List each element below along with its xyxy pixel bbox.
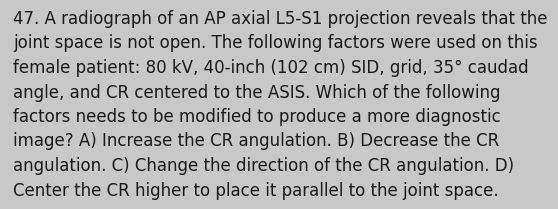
Text: angulation. C) Change the direction of the CR angulation. D): angulation. C) Change the direction of t… (13, 157, 514, 175)
Text: Center the CR higher to place it parallel to the joint space.: Center the CR higher to place it paralle… (13, 181, 499, 200)
Text: joint space is not open. The following factors were used on this: joint space is not open. The following f… (13, 34, 537, 52)
Text: image? A) Increase the CR angulation. B) Decrease the CR: image? A) Increase the CR angulation. B)… (13, 133, 499, 150)
Text: angle, and CR centered to the ASIS. Which of the following: angle, and CR centered to the ASIS. Whic… (13, 84, 501, 102)
Text: factors needs to be modified to produce a more diagnostic: factors needs to be modified to produce … (13, 108, 501, 126)
Text: 47. A radiograph of an AP axial L5-S1 projection reveals that the: 47. A radiograph of an AP axial L5-S1 pr… (13, 10, 547, 28)
Text: female patient: 80 kV, 40-inch (102 cm) SID, grid, 35° caudad: female patient: 80 kV, 40-inch (102 cm) … (13, 59, 528, 77)
